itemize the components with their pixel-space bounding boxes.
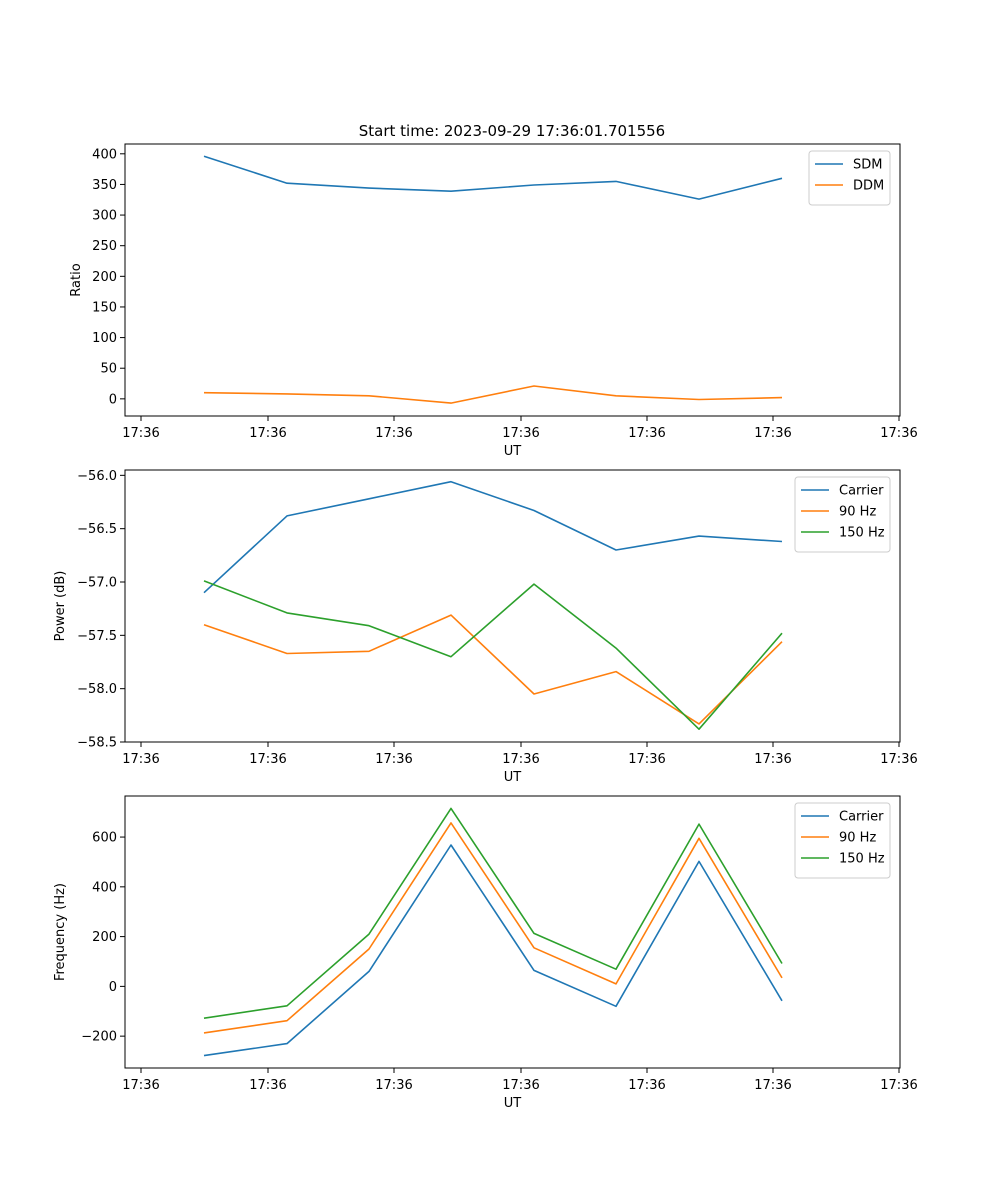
chart1-y-tick-label: −56.0: [77, 469, 117, 484]
chart2-x-axis-label: UT: [504, 1096, 522, 1111]
chart0-axes-frame: [124, 143, 901, 417]
chart0-y-tick-label: 0: [109, 392, 117, 407]
chart0-series-line-sdm: [203, 155, 783, 200]
chart0-y-tick-label: 150: [92, 300, 117, 315]
chart0-y-tick-label: 300: [92, 209, 117, 224]
chart1-y-axis-label: Power (dB): [53, 571, 68, 642]
chart0-y-axis-label: Ratio: [69, 263, 84, 296]
chart1-legend-label: Carrier: [839, 484, 884, 499]
chart1-series-line-90-hz: [203, 614, 783, 725]
chart2-y-tick-label: 200: [92, 930, 117, 945]
chart0-y-tick-label: 400: [92, 147, 117, 162]
chart2-y-tick-label: 0: [109, 980, 117, 995]
chart2-x-tick-label: 17:36: [628, 1078, 665, 1093]
chart2-y-tick-label: −200: [81, 1030, 117, 1045]
chart2-x-tick-label: 17:36: [122, 1078, 159, 1093]
chart1-y-tick-label: −57.0: [77, 576, 117, 591]
chart2-series-line-150-hz: [203, 807, 783, 1019]
chart0-legend-label: DDM: [853, 179, 884, 194]
chart0-x-axis-label: UT: [504, 444, 522, 459]
chart1-x-tick-label: 17:36: [880, 752, 917, 767]
chart0-y-tick-label: 250: [92, 239, 117, 254]
chart2-x-tick-label: 17:36: [502, 1078, 539, 1093]
chart2-x-tick-label: 17:36: [375, 1078, 412, 1093]
chart2-x-tick-label: 17:36: [754, 1078, 791, 1093]
chart1-y-tick-label: −57.5: [77, 629, 117, 644]
chart1-axes-frame: [124, 469, 901, 743]
chart0-x-tick-label: 17:36: [249, 426, 286, 441]
chart2-series-line-carrier: [203, 844, 783, 1057]
chart0-y-tick-label: 200: [92, 270, 117, 285]
chart0-y-tick-label: 100: [92, 331, 117, 346]
chart2-legend-label: Carrier: [839, 810, 884, 825]
chart1-y-tick-label: −58.5: [77, 736, 117, 751]
chart1-x-tick-label: 17:36: [249, 752, 286, 767]
chart2-y-tick-label: 400: [92, 880, 117, 895]
chart-title: Start time: 2023-09-29 17:36:01.701556: [359, 122, 665, 140]
chart0-y-tick-label: 50: [100, 362, 117, 377]
chart2-axes-frame: [124, 795, 901, 1069]
chart0-legend-label: SDM: [853, 158, 882, 173]
chart1-legend: [794, 476, 891, 553]
chart1-y-tick-label: −58.0: [77, 682, 117, 697]
chart1-x-axis-label: UT: [504, 770, 522, 785]
chart0-x-tick-label: 17:36: [375, 426, 412, 441]
chart0-x-tick-label: 17:36: [880, 426, 917, 441]
chart1-x-tick-label: 17:36: [754, 752, 791, 767]
chart2-y-axis-label: Frequency (Hz): [53, 883, 68, 981]
chart1-series-line-150-hz: [203, 580, 783, 731]
chart1-x-tick-label: 17:36: [122, 752, 159, 767]
chart0-series-line-ddm: [203, 385, 783, 404]
chart0-x-tick-label: 17:36: [754, 426, 791, 441]
chart0-x-tick-label: 17:36: [502, 426, 539, 441]
chart0-x-tick-label: 17:36: [628, 426, 665, 441]
chart2-series-line-90-hz: [203, 822, 783, 1034]
chart1-series-line-carrier: [203, 480, 783, 594]
chart2-legend-label: 90 Hz: [839, 831, 876, 846]
chart1-legend-label: 90 Hz: [839, 505, 876, 520]
chart1-legend-label: 150 Hz: [839, 526, 885, 541]
chart1-x-tick-label: 17:36: [502, 752, 539, 767]
chart2-x-tick-label: 17:36: [249, 1078, 286, 1093]
chart1-x-tick-label: 17:36: [628, 752, 665, 767]
chart2-legend: [794, 802, 891, 879]
chart2-y-tick-label: 600: [92, 831, 117, 846]
chart2-legend-label: 150 Hz: [839, 852, 885, 867]
chart0-x-tick-label: 17:36: [122, 426, 159, 441]
chart1-y-tick-label: −56.5: [77, 522, 117, 537]
chart2-x-tick-label: 17:36: [880, 1078, 917, 1093]
chart0-y-tick-label: 350: [92, 178, 117, 193]
chart1-x-tick-label: 17:36: [375, 752, 412, 767]
